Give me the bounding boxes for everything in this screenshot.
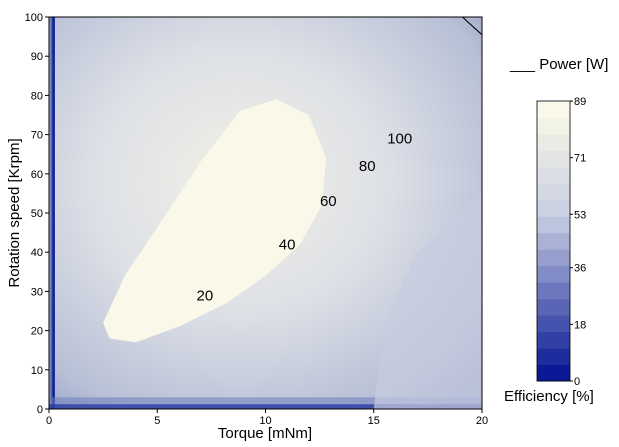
- colorbar-band: [537, 331, 570, 349]
- colorbar-band: [537, 133, 570, 151]
- colorbar-tick-label: 53: [574, 209, 586, 221]
- colorbar-tick-label: 36: [574, 263, 586, 275]
- x-tick-label: 10: [259, 415, 271, 427]
- colorbar-band: [537, 282, 570, 300]
- plot-area: 20 40 60 80 100: [49, 17, 482, 409]
- y-tick-label: 50: [31, 208, 43, 220]
- colorbar-tick-label: 71: [574, 153, 586, 165]
- power-contour-20: [461, 17, 482, 36]
- power-contour-label: 40: [279, 236, 296, 253]
- y-tick-label: 100: [25, 12, 43, 24]
- colorbar-frame: [536, 100, 571, 382]
- colorbar-label: Efficiency [%]: [504, 388, 594, 405]
- x-axis-label: Torque [mNm]: [218, 425, 312, 442]
- colorbar-band: [537, 348, 570, 366]
- y-tick-label: 70: [31, 130, 43, 142]
- y-axis-label: Rotation speed [Krpm]: [6, 138, 23, 287]
- efficiency-colorbar: 0 18 36 53 71 89: [536, 96, 586, 388]
- efficiency-band-left: [52, 17, 55, 409]
- colorbar-band: [537, 249, 570, 267]
- colorbar-band: [537, 265, 570, 283]
- peak-efficiency-region: [103, 99, 327, 343]
- colorbar-band: [537, 183, 570, 201]
- power-contour-label: 80: [359, 158, 376, 175]
- y-tick-label: 0: [37, 404, 43, 416]
- colorbar-band: [537, 364, 570, 382]
- power-contour-label: 20: [197, 287, 214, 304]
- colorbar-band: [537, 117, 570, 135]
- x-tick-label: 20: [476, 415, 488, 427]
- colorbar-band: [537, 216, 570, 234]
- x-tick-label: 0: [46, 415, 52, 427]
- colorbar-band: [537, 150, 570, 168]
- colorbar-band: [537, 199, 570, 217]
- y-tick-label: 40: [31, 247, 43, 259]
- efficiency-region-right: [373, 193, 482, 409]
- y-tick-label: 20: [31, 326, 43, 338]
- axes: 0 5 10 15 20 0 10 20 30 40 50 60 70 80 90 100: [25, 12, 488, 427]
- colorbar-band: [537, 101, 570, 118]
- y-tick-label: 10: [31, 365, 43, 377]
- colorbar-tick-label: 0: [574, 376, 580, 388]
- y-tick-label: 80: [31, 90, 43, 102]
- power-contour-label: 100: [387, 131, 412, 148]
- power-contour-label: 60: [320, 193, 337, 210]
- efficiency-band-bottom: [49, 404, 482, 409]
- colorbar-tick-label: 18: [574, 319, 586, 331]
- y-tick-label: 60: [31, 169, 43, 181]
- colorbar-band: [537, 166, 570, 184]
- colorbar-band: [537, 232, 570, 250]
- colorbar-band: [537, 315, 570, 333]
- colorbar-tick-label: 89: [574, 96, 586, 108]
- x-tick-label: 5: [154, 415, 160, 427]
- power-legend-label: ___ Power [W]: [509, 56, 608, 73]
- y-tick-label: 30: [31, 286, 43, 298]
- x-tick-label: 15: [368, 415, 380, 427]
- colorbar-band: [537, 298, 570, 316]
- y-tick-label: 90: [31, 51, 43, 63]
